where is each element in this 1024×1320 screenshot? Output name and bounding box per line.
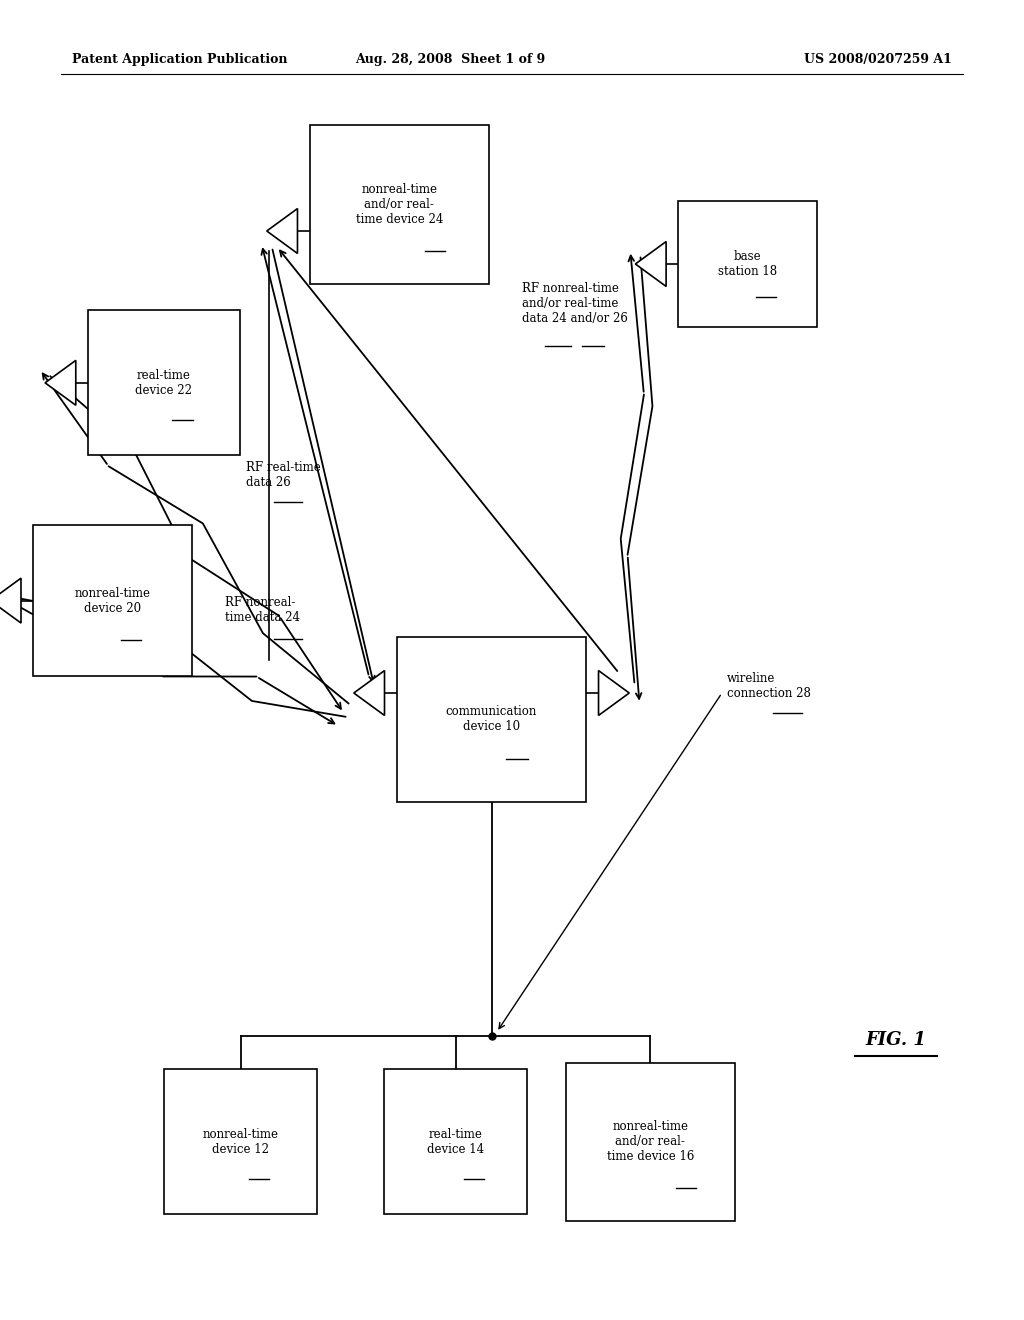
Bar — [33, 524, 193, 676]
Bar — [384, 1069, 527, 1214]
Text: Patent Application Publication: Patent Application Publication — [72, 53, 287, 66]
Polygon shape — [635, 242, 666, 286]
Text: Aug. 28, 2008  Sheet 1 of 9: Aug. 28, 2008 Sheet 1 of 9 — [355, 53, 546, 66]
Polygon shape — [0, 578, 20, 623]
Polygon shape — [45, 360, 76, 405]
Text: wireline
connection 28: wireline connection 28 — [727, 672, 811, 701]
Text: nonreal-time
and/or real-
time device 24: nonreal-time and/or real- time device 24 — [355, 183, 443, 226]
Text: nonreal-time
device 12: nonreal-time device 12 — [203, 1127, 279, 1156]
Bar — [396, 636, 586, 801]
Text: FIG. 1: FIG. 1 — [865, 1031, 927, 1049]
Text: nonreal-time
and/or real-
time device 16: nonreal-time and/or real- time device 16 — [606, 1121, 694, 1163]
Text: communication
device 10: communication device 10 — [445, 705, 538, 734]
Bar — [565, 1063, 735, 1221]
Bar — [88, 310, 240, 455]
Text: nonreal-time
device 20: nonreal-time device 20 — [75, 586, 151, 615]
Text: real-time
device 22: real-time device 22 — [135, 368, 193, 397]
Text: RF nonreal-time
and/or real-time
data 24 and/or 26: RF nonreal-time and/or real-time data 24… — [522, 282, 628, 325]
Text: base
station 18: base station 18 — [718, 249, 777, 279]
Text: real-time
device 14: real-time device 14 — [427, 1127, 484, 1156]
Polygon shape — [354, 671, 384, 715]
Bar — [309, 125, 489, 284]
Polygon shape — [598, 671, 629, 715]
Text: RF real-time
data 26: RF real-time data 26 — [246, 461, 321, 490]
Polygon shape — [266, 209, 297, 253]
Bar — [678, 201, 817, 326]
Text: RF nonreal-
time data 24: RF nonreal- time data 24 — [225, 595, 300, 624]
Bar — [164, 1069, 317, 1214]
Text: US 2008/0207259 A1: US 2008/0207259 A1 — [805, 53, 952, 66]
